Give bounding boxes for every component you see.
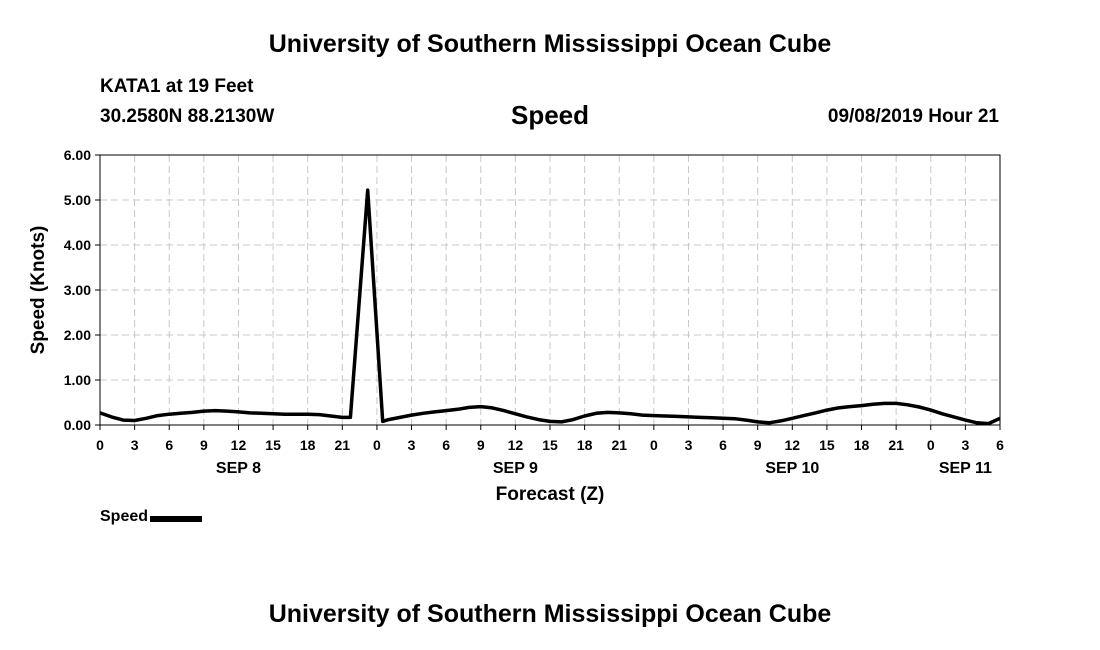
x-tick-label: 12 — [231, 437, 247, 453]
plot-frame — [99, 154, 1001, 426]
y-axis-title: Speed (Knots) — [28, 226, 49, 355]
x-tick-label: 6 — [719, 437, 727, 453]
x-tick-label: 15 — [265, 437, 281, 453]
x-tick-label: 12 — [785, 437, 801, 453]
x-tick-label: 3 — [131, 437, 139, 453]
station-label: KATA1 at 19 Feet — [100, 76, 254, 97]
x-tick-label: 18 — [854, 437, 870, 453]
x-tick-label: 3 — [961, 437, 969, 453]
y-tick-label: 2.00 — [64, 327, 91, 343]
x-tick-label: 6 — [996, 437, 1004, 453]
x-tick-label: 6 — [165, 437, 173, 453]
run-time: 09/08/2019 Hour 21 — [827, 106, 999, 127]
grid-lines — [100, 155, 1000, 425]
x-tick-label: 0 — [373, 437, 381, 453]
day-label: SEP 9 — [493, 460, 538, 477]
x-tick-label: 21 — [611, 437, 627, 453]
x-tick-label: 12 — [508, 437, 524, 453]
x-tick-label: 21 — [888, 437, 904, 453]
y-tick-label: 6.00 — [64, 147, 91, 163]
station-coordinates: 30.2580N 88.2130W — [100, 106, 275, 127]
y-tick-label: 4.00 — [64, 237, 91, 253]
x-tick-label: 15 — [819, 437, 835, 453]
x-axis-title: Forecast (Z) — [496, 484, 605, 505]
day-label: SEP 11 — [939, 460, 992, 477]
y-tick-label: 3.00 — [64, 282, 91, 298]
day-label: SEP 8 — [216, 460, 261, 477]
top-title: University of Southern Mississippi Ocean… — [268, 30, 832, 58]
series-layer — [99, 188, 1001, 426]
y-tick-label: 5.00 — [64, 192, 91, 208]
x-tick-label: 9 — [754, 437, 762, 453]
x-tick-label: 18 — [577, 437, 593, 453]
x-tick-label: 3 — [408, 437, 416, 453]
day-label: SEP 10 — [765, 460, 819, 477]
x-tick-label: 0 — [650, 437, 658, 453]
x-tick-label: 9 — [200, 437, 208, 453]
x-tick-label: 3 — [685, 437, 693, 453]
x-tick-label: 9 — [477, 437, 485, 453]
bottom-title: University of Southern Mississippi Ocean… — [268, 600, 832, 628]
x-tick-label: 21 — [335, 437, 351, 453]
legend-label: Speed — [100, 508, 149, 525]
x-tick-label: 0 — [927, 437, 935, 453]
x-tick-label: 18 — [300, 437, 316, 453]
axis-labels: 0.00 1.00 2.00 3.00 4.00 5.00 6.00 0 3 6 9 12 15 18 21… — [28, 147, 1004, 505]
chart-title: Speed — [510, 100, 590, 130]
y-tick-label: 1.00 — [64, 372, 91, 388]
axes — [95, 154, 1001, 430]
x-tick-label: 0 — [96, 437, 104, 453]
series-line-speed — [99, 188, 1001, 426]
legend-swatch — [150, 516, 203, 522]
y-tick-label: 0.00 — [64, 417, 91, 433]
x-tick-label: 6 — [442, 437, 450, 453]
x-tick-label: 15 — [542, 437, 558, 453]
legend: Speed — [100, 508, 203, 526]
